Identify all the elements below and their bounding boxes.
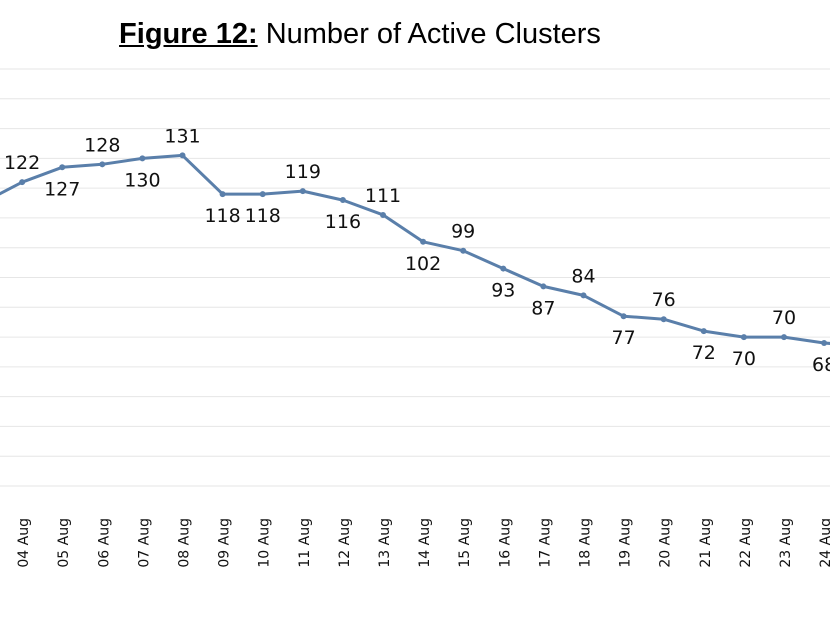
x-tick-label: 08 Aug bbox=[177, 518, 193, 568]
x-tick-label: 12 Aug bbox=[337, 518, 353, 568]
chart-title-prefix: Figure 12: bbox=[119, 18, 258, 50]
data-label: 70 bbox=[772, 307, 796, 329]
x-tick-label: 15 Aug bbox=[457, 518, 473, 568]
data-point bbox=[620, 313, 627, 320]
data-label: 118 bbox=[204, 205, 240, 227]
data-point bbox=[580, 292, 587, 299]
data-label: 77 bbox=[612, 327, 636, 349]
data-label: 102 bbox=[405, 253, 441, 275]
x-tick-label: 18 Aug bbox=[578, 518, 594, 568]
x-tick-label: 13 Aug bbox=[377, 518, 393, 568]
x-tick-label: 04 Aug bbox=[16, 518, 32, 568]
data-point bbox=[660, 316, 667, 323]
data-point bbox=[179, 152, 186, 159]
data-point bbox=[19, 179, 26, 186]
x-tick-label: 06 Aug bbox=[96, 518, 112, 568]
x-tick-label: 05 Aug bbox=[56, 518, 72, 568]
data-point bbox=[339, 197, 346, 204]
chart-title-text: Number of Active Clusters bbox=[265, 18, 601, 50]
data-label: 122 bbox=[4, 152, 40, 174]
data-point bbox=[500, 265, 507, 272]
data-label: 111 bbox=[365, 185, 401, 207]
data-point bbox=[299, 188, 306, 195]
data-point bbox=[259, 191, 266, 198]
data-point bbox=[139, 155, 146, 162]
x-tick-label: 11 Aug bbox=[297, 518, 313, 568]
x-tick-label: 20 Aug bbox=[658, 518, 674, 568]
data-label: 70 bbox=[732, 348, 756, 370]
data-point bbox=[59, 164, 66, 171]
x-tick-label: 19 Aug bbox=[618, 518, 634, 568]
data-point bbox=[460, 247, 467, 254]
data-point bbox=[219, 191, 226, 198]
x-tick-label: 22 Aug bbox=[738, 518, 754, 568]
x-tick-label: 07 Aug bbox=[136, 518, 152, 568]
chart-title: Figure 12: Number of Active Clusters bbox=[0, 18, 720, 51]
data-label: 116 bbox=[325, 211, 361, 233]
x-tick-label: 23 Aug bbox=[778, 518, 794, 568]
x-tick-label: 16 Aug bbox=[497, 518, 513, 568]
x-tick-label: 09 Aug bbox=[217, 518, 233, 568]
data-point bbox=[99, 161, 106, 168]
data-label: 68 bbox=[812, 354, 830, 376]
x-tick-label: 10 Aug bbox=[257, 518, 273, 568]
data-label: 127 bbox=[44, 178, 80, 200]
data-point bbox=[740, 334, 747, 341]
data-label: 76 bbox=[652, 289, 676, 311]
data-label: 130 bbox=[124, 169, 160, 191]
data-label: 87 bbox=[531, 297, 555, 319]
data-points bbox=[19, 152, 828, 347]
data-point bbox=[380, 211, 386, 218]
x-tick-label: 17 Aug bbox=[537, 518, 553, 568]
data-label: 119 bbox=[285, 161, 321, 183]
gridlines bbox=[0, 68, 830, 487]
data-point bbox=[420, 238, 427, 245]
data-label: 93 bbox=[491, 280, 515, 302]
data-label: 118 bbox=[245, 205, 281, 227]
data-label: 128 bbox=[84, 134, 120, 156]
data-label: 72 bbox=[692, 342, 716, 364]
data-point bbox=[781, 334, 787, 341]
x-tick-label: 14 Aug bbox=[417, 518, 433, 568]
data-label: 84 bbox=[571, 265, 595, 287]
x-axis-ticks: 04 Aug 05 Aug 06 Aug 07 Aug 08 Aug 09 Aug 10 A… bbox=[16, 518, 830, 568]
x-tick-label: 21 Aug bbox=[698, 518, 714, 568]
data-label: 131 bbox=[164, 125, 200, 147]
data-point bbox=[821, 340, 828, 347]
data-label: 99 bbox=[451, 221, 475, 243]
data-point bbox=[700, 328, 707, 335]
x-tick-label: 24 Aug bbox=[818, 518, 830, 568]
data-point bbox=[540, 283, 547, 290]
